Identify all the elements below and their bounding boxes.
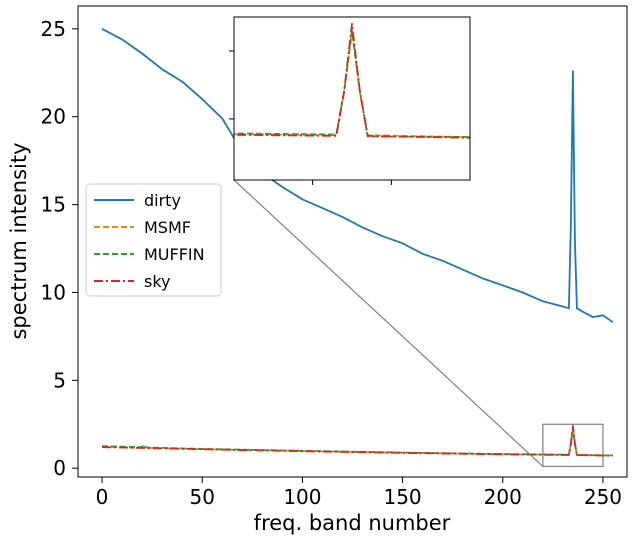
inset-series-group (234, 22, 470, 139)
legend-label-muffin: MUFFIN (144, 245, 205, 264)
legend-label-msmf: MSMF (144, 218, 191, 237)
x-tick-label: 50 (189, 485, 214, 509)
main-plot-frame (77, 5, 628, 478)
x-axis-label: freq. band number (254, 511, 451, 535)
y-tick-label: 5 (53, 368, 66, 392)
inset-series-line-muffin (234, 29, 470, 138)
series-line-muffin (101, 426, 614, 457)
y-tick-label: 25 (41, 17, 66, 41)
x-axis-ticks: 0 50 100 150 200 250 (96, 477, 622, 509)
x-tick-label: 250 (584, 485, 622, 509)
y-tick-label: 15 (41, 193, 66, 217)
zoom-indicator (233, 179, 604, 468)
legend-box (85, 183, 222, 297)
x-tick-label: 150 (383, 485, 421, 509)
series-line-sky (101, 425, 614, 457)
inset-ticks (229, 50, 392, 185)
zoom-connector-line-left (233, 179, 544, 467)
inset-background (234, 17, 470, 180)
x-tick-label: 200 (484, 485, 522, 509)
main-series-group (101, 28, 614, 457)
x-tick-label: 0 (96, 485, 109, 509)
y-axis-ticks: 0 5 10 15 20 25 (41, 17, 78, 480)
x-tick-label: 100 (283, 485, 321, 509)
zoom-region-box (542, 423, 604, 468)
y-tick-label: 20 (41, 105, 66, 129)
main-plot: 0 50 100 150 200 250 0 5 10 15 20 25 freq. band nu… (7, 5, 628, 535)
y-axis-label: spectrum intensity (7, 142, 31, 339)
inset-plot (229, 16, 471, 185)
legend: dirty MSMF MUFFIN sky (85, 183, 222, 297)
legend-label-sky: sky (144, 272, 171, 291)
y-tick-label: 10 (41, 280, 66, 304)
series-line-dirty (101, 28, 614, 324)
y-tick-label: 0 (53, 456, 66, 480)
inset-plot-frame (233, 16, 471, 181)
legend-items: dirty MSMF MUFFIN sky (94, 191, 205, 291)
inset-series-line-sky (234, 22, 470, 139)
legend-label-dirty: dirty (144, 191, 181, 210)
